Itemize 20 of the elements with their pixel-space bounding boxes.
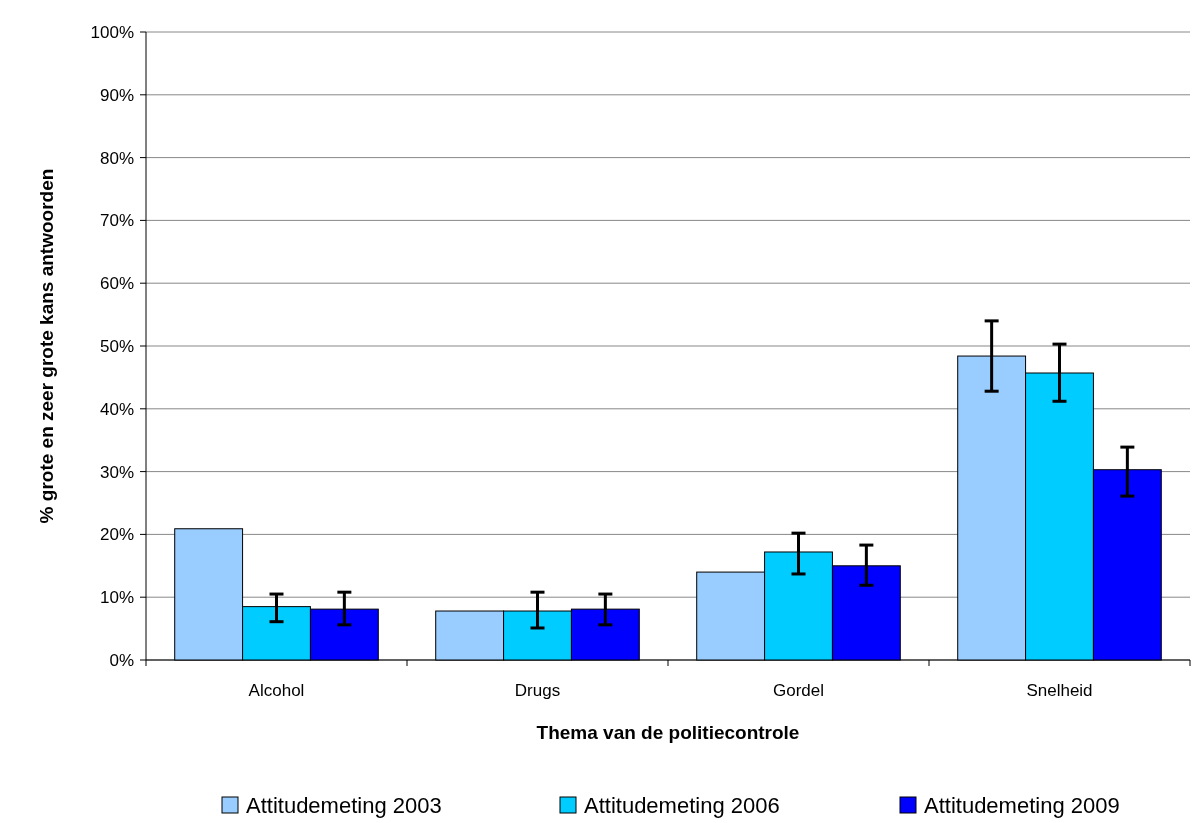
y-tick-label: 100% (90, 22, 134, 42)
x-tick-label: Gordel (772, 681, 825, 700)
x-tick-label: Drugs (514, 681, 561, 700)
x-tick-label: Alcohol (248, 681, 305, 700)
y-tick-label: 90% (99, 85, 134, 105)
y-tick-label: 50% (99, 336, 134, 356)
y-tick-label: 80% (99, 148, 134, 168)
legend-label: Attitudemeting 2009 (924, 792, 1120, 818)
legend-label: Attitudemeting 2003 (246, 792, 442, 818)
y-tick-label: 60% (99, 274, 134, 294)
x-tick-label: Snelheid (1026, 681, 1093, 700)
y-tick-label: 70% (99, 211, 134, 231)
y-tick-label: 20% (99, 525, 134, 545)
y-tick-label: 0% (109, 650, 134, 670)
y-tick-label: 30% (99, 462, 134, 482)
x-axis-title: Thema van de politiecontrole (536, 722, 800, 743)
y-tick-label: 40% (99, 399, 134, 419)
y-axis-title: % grote en zeer grote kans antwoorden (36, 168, 57, 524)
legend-label: Attitudemeting 2006 (584, 792, 780, 818)
y-tick-label: 10% (99, 588, 134, 608)
